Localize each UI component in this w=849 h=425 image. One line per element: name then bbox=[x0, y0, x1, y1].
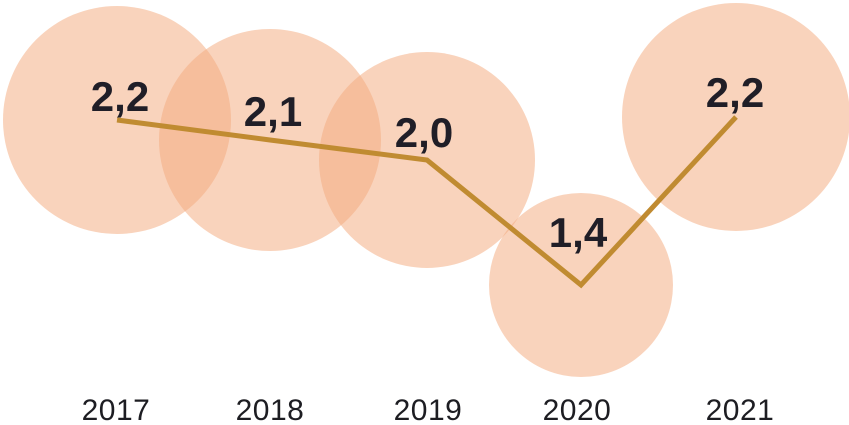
value-label-2018: 2,1 bbox=[244, 88, 302, 135]
year-axis-labels-layer: 2017 2018 2019 2020 2021 bbox=[82, 394, 775, 425]
year-label-2017: 2017 bbox=[82, 394, 151, 425]
year-label-2018: 2018 bbox=[236, 394, 305, 425]
year-label-2021: 2021 bbox=[706, 394, 775, 425]
trend-line bbox=[116, 115, 738, 289]
year-label-2019: 2019 bbox=[394, 394, 463, 425]
value-label-2020: 1,4 bbox=[549, 209, 608, 256]
value-label-2021: 2,2 bbox=[706, 69, 764, 116]
value-labels-layer: 2,2 2,1 2,0 1,4 2,2 bbox=[91, 69, 764, 256]
year-label-2020: 2020 bbox=[543, 394, 612, 425]
value-label-2017: 2,2 bbox=[91, 73, 149, 120]
value-label-2019: 2,0 bbox=[395, 109, 453, 156]
bubbles-layer bbox=[3, 3, 849, 377]
